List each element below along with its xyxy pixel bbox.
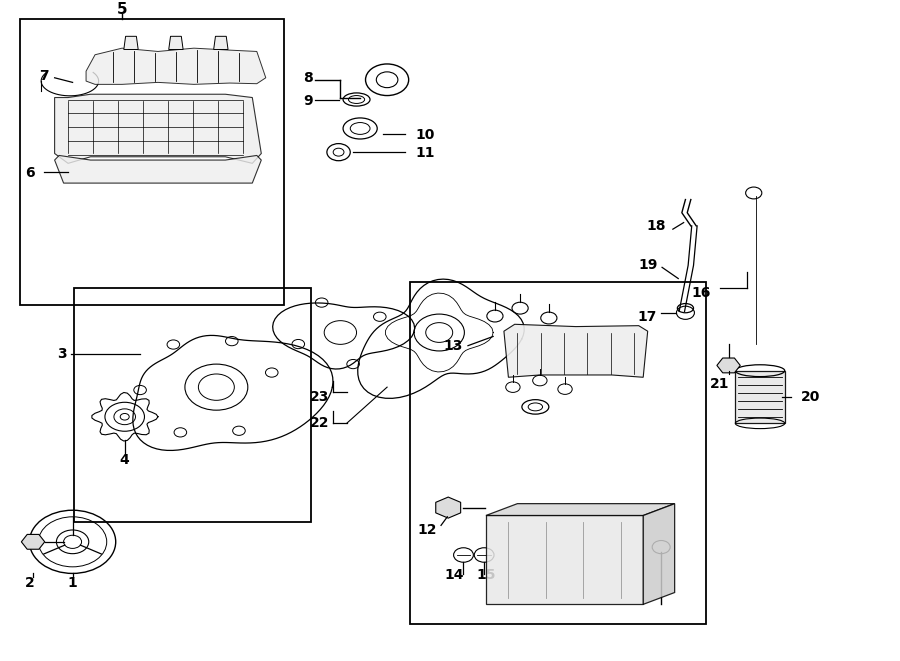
Bar	[410, 282, 706, 624]
Text: 16: 16	[691, 286, 711, 300]
Text: 10: 10	[416, 128, 436, 142]
Polygon shape	[436, 497, 461, 518]
Text: 21: 21	[710, 377, 729, 391]
Text: 6: 6	[25, 166, 35, 180]
Bar	[75, 288, 310, 522]
Text: 18: 18	[647, 219, 666, 233]
Polygon shape	[168, 36, 183, 50]
Text: 1: 1	[68, 576, 77, 590]
Polygon shape	[486, 516, 644, 604]
Text: 4: 4	[120, 453, 130, 467]
Text: 9: 9	[303, 95, 313, 108]
Text: 22: 22	[310, 416, 329, 430]
Polygon shape	[486, 504, 675, 516]
Text: 23: 23	[310, 390, 329, 404]
Text: 13: 13	[443, 338, 463, 353]
Polygon shape	[717, 358, 741, 373]
Polygon shape	[55, 95, 261, 163]
Polygon shape	[55, 155, 261, 183]
Polygon shape	[735, 371, 785, 423]
Text: 3: 3	[57, 347, 67, 361]
Text: 5: 5	[117, 3, 127, 17]
Polygon shape	[86, 48, 266, 85]
Text: 14: 14	[445, 568, 464, 582]
Text: 19: 19	[638, 258, 657, 272]
Polygon shape	[22, 534, 45, 549]
Text: 2: 2	[24, 576, 34, 590]
Text: 17: 17	[637, 310, 657, 324]
Text: 8: 8	[303, 71, 313, 85]
Text: 15: 15	[476, 568, 496, 582]
Polygon shape	[644, 504, 675, 604]
Polygon shape	[213, 36, 228, 50]
Text: 20: 20	[800, 390, 820, 404]
Polygon shape	[504, 325, 648, 377]
Polygon shape	[124, 36, 139, 50]
Text: 7: 7	[39, 69, 49, 83]
Bar	[21, 19, 284, 305]
Text: 11: 11	[416, 147, 436, 161]
Text: 12: 12	[418, 523, 437, 537]
